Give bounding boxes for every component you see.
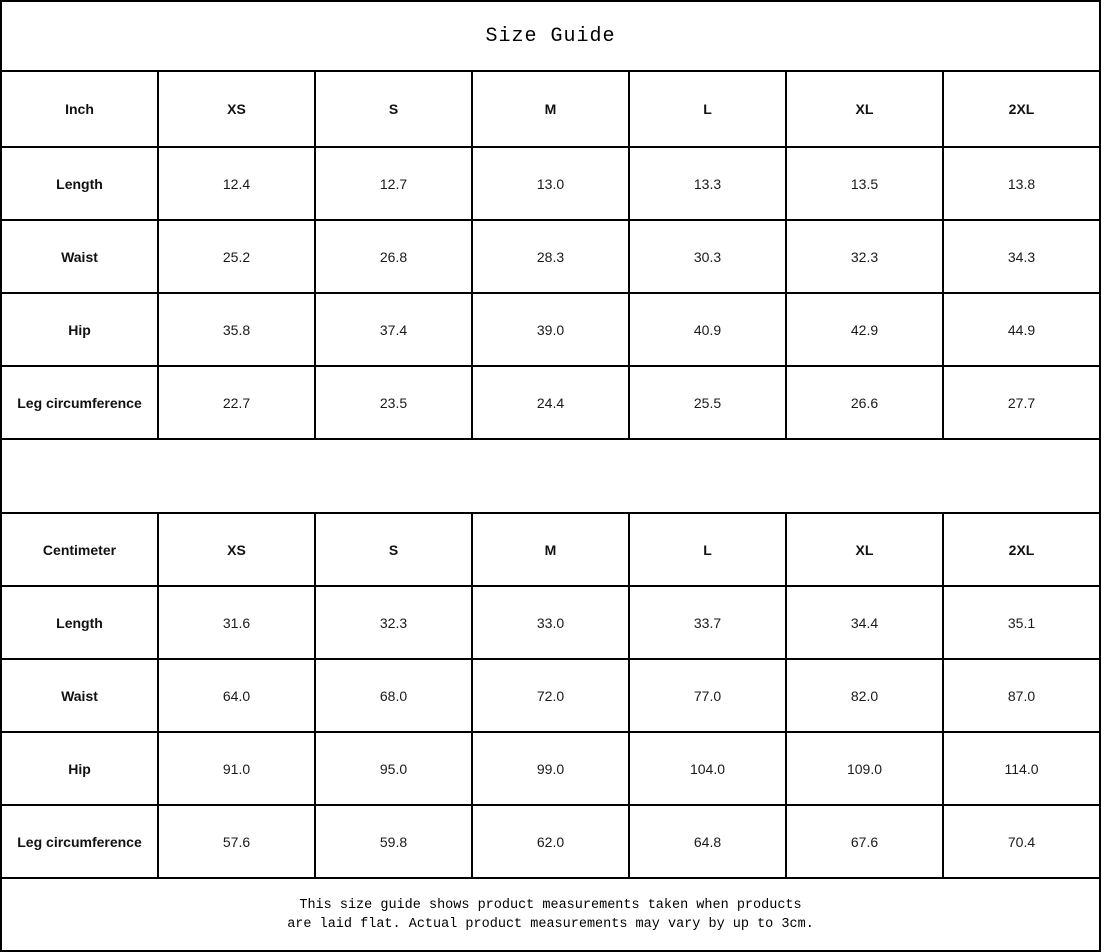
- measurement-value: 13.8: [942, 146, 1101, 221]
- title-row: Size Guide: [0, 0, 1101, 72]
- measurement-value: 31.6: [157, 585, 316, 660]
- measurement-value: 25.5: [628, 365, 787, 440]
- measurement-value: 35.8: [157, 292, 316, 367]
- measurement-value: 12.7: [314, 146, 473, 221]
- measurement-value: 35.1: [942, 585, 1101, 660]
- measurement-value: 30.3: [628, 219, 787, 294]
- size-column-header: S: [314, 512, 473, 587]
- measurement-value: 70.4: [942, 804, 1101, 879]
- size-column-header: XL: [785, 70, 944, 148]
- measurement-label: Hip: [0, 731, 159, 806]
- footer-line-1: This size guide shows product measuremen…: [299, 897, 802, 913]
- measurement-value: 33.0: [471, 585, 630, 660]
- size-header-row: Inch XS S M L XL 2XL: [0, 70, 1101, 148]
- measurement-value: 28.3: [471, 219, 630, 294]
- measurement-value: 114.0: [942, 731, 1101, 806]
- size-column-header: XS: [157, 512, 316, 587]
- footer-row: This size guide shows product measuremen…: [0, 877, 1101, 952]
- measurement-value: 68.0: [314, 658, 473, 733]
- measurement-label: Waist: [0, 219, 159, 294]
- measurement-value: 37.4: [314, 292, 473, 367]
- measurement-value: 22.7: [157, 365, 316, 440]
- measurement-label: Leg circumference: [0, 804, 159, 879]
- measurement-value: 64.8: [628, 804, 787, 879]
- size-column-header: 2XL: [942, 512, 1101, 587]
- table-spacer-row: [0, 438, 1101, 514]
- measurement-value: 77.0: [628, 658, 787, 733]
- footer-line-2: are laid flat. Actual product measuremen…: [287, 916, 814, 932]
- measurement-label: Leg circumference: [0, 365, 159, 440]
- table-spacer: [0, 438, 1101, 514]
- centimeter-table-section: Centimeter XS S M L XL 2XL Length 31.6 32.3 33.0 33…: [0, 512, 1101, 879]
- measurement-value: 34.4: [785, 585, 944, 660]
- measurement-value: 87.0: [942, 658, 1101, 733]
- measurement-value: 13.3: [628, 146, 787, 221]
- measurement-label: Waist: [0, 658, 159, 733]
- measurement-value: 13.0: [471, 146, 630, 221]
- size-column-header: S: [314, 70, 473, 148]
- measurement-value: 67.6: [785, 804, 944, 879]
- measurement-value: 26.6: [785, 365, 944, 440]
- size-column-header: L: [628, 512, 787, 587]
- measurement-value: 40.9: [628, 292, 787, 367]
- measurement-label: Hip: [0, 292, 159, 367]
- measurement-value: 64.0: [157, 658, 316, 733]
- measurement-value: 32.3: [314, 585, 473, 660]
- spacer-section: [0, 438, 1101, 514]
- title-section: Size Guide: [0, 0, 1101, 72]
- measurement-row: Length 31.6 32.3 33.0 33.7 34.4 35.1: [0, 585, 1101, 660]
- measurement-value: 25.2: [157, 219, 316, 294]
- measurement-value: 44.9: [942, 292, 1101, 367]
- measurement-value: 59.8: [314, 804, 473, 879]
- measurement-value: 26.8: [314, 219, 473, 294]
- inch-table-section: Inch XS S M L XL 2XL Length 12.4 12.7 13.0 13.3 13.5…: [0, 70, 1101, 440]
- size-column-header: XS: [157, 70, 316, 148]
- measurement-label: Length: [0, 585, 159, 660]
- size-header-row: Centimeter XS S M L XL 2XL: [0, 512, 1101, 587]
- measurement-value: 32.3: [785, 219, 944, 294]
- measurement-value: 39.0: [471, 292, 630, 367]
- measurement-value: 72.0: [471, 658, 630, 733]
- measurement-value: 42.9: [785, 292, 944, 367]
- unit-label: Inch: [0, 70, 159, 148]
- measurement-value: 62.0: [471, 804, 630, 879]
- measurement-value: 57.6: [157, 804, 316, 879]
- measurement-row: Length 12.4 12.7 13.0 13.3 13.5 13.8: [0, 146, 1101, 221]
- measurement-value: 24.4: [471, 365, 630, 440]
- measurement-value: 109.0: [785, 731, 944, 806]
- measurement-value: 99.0: [471, 731, 630, 806]
- measurement-value: 12.4: [157, 146, 316, 221]
- size-column-header: M: [471, 70, 630, 148]
- size-column-header: XL: [785, 512, 944, 587]
- measurement-value: 34.3: [942, 219, 1101, 294]
- measurement-row: Leg circumference 57.6 59.8 62.0 64.8 67.6 70.…: [0, 804, 1101, 879]
- measurement-value: 27.7: [942, 365, 1101, 440]
- measurement-row: Waist 25.2 26.8 28.3 30.3 32.3 34.3: [0, 219, 1101, 294]
- footer-section: This size guide shows product measuremen…: [0, 877, 1101, 952]
- footer-note: This size guide shows product measuremen…: [0, 877, 1101, 952]
- measurement-value: 13.5: [785, 146, 944, 221]
- measurement-value: 82.0: [785, 658, 944, 733]
- size-column-header: L: [628, 70, 787, 148]
- measurement-row: Hip 91.0 95.0 99.0 104.0 109.0 114.0: [0, 731, 1101, 806]
- page-title: Size Guide: [0, 0, 1101, 72]
- size-column-header: M: [471, 512, 630, 587]
- measurement-value: 95.0: [314, 731, 473, 806]
- measurement-value: 33.7: [628, 585, 787, 660]
- measurement-value: 91.0: [157, 731, 316, 806]
- measurement-row: Leg circumference 22.7 23.5 24.4 25.5 26.6 27.…: [0, 365, 1101, 440]
- size-column-header: 2XL: [942, 70, 1101, 148]
- measurement-label: Length: [0, 146, 159, 221]
- unit-label: Centimeter: [0, 512, 159, 587]
- measurement-value: 23.5: [314, 365, 473, 440]
- measurement-row: Waist 64.0 68.0 72.0 77.0 82.0 87.0: [0, 658, 1101, 733]
- measurement-row: Hip 35.8 37.4 39.0 40.9 42.9 44.9: [0, 292, 1101, 367]
- measurement-value: 104.0: [628, 731, 787, 806]
